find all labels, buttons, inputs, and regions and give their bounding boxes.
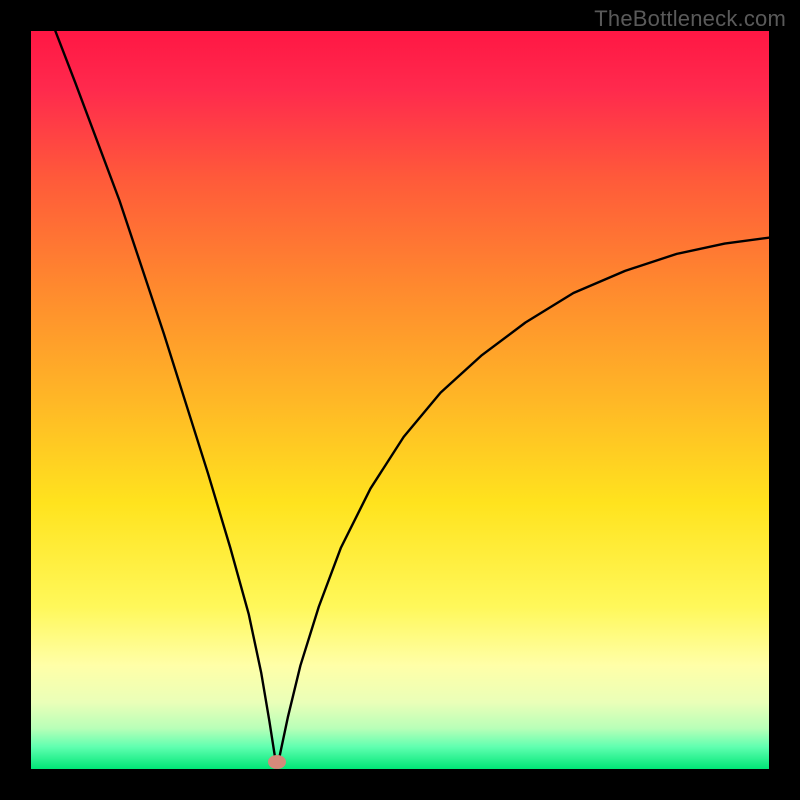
watermark-text: TheBottleneck.com: [594, 6, 786, 32]
bottleneck-curve: [31, 31, 769, 769]
chart-frame: TheBottleneck.com: [0, 0, 800, 800]
minimum-marker: [268, 755, 286, 769]
plot-area: [31, 31, 769, 769]
